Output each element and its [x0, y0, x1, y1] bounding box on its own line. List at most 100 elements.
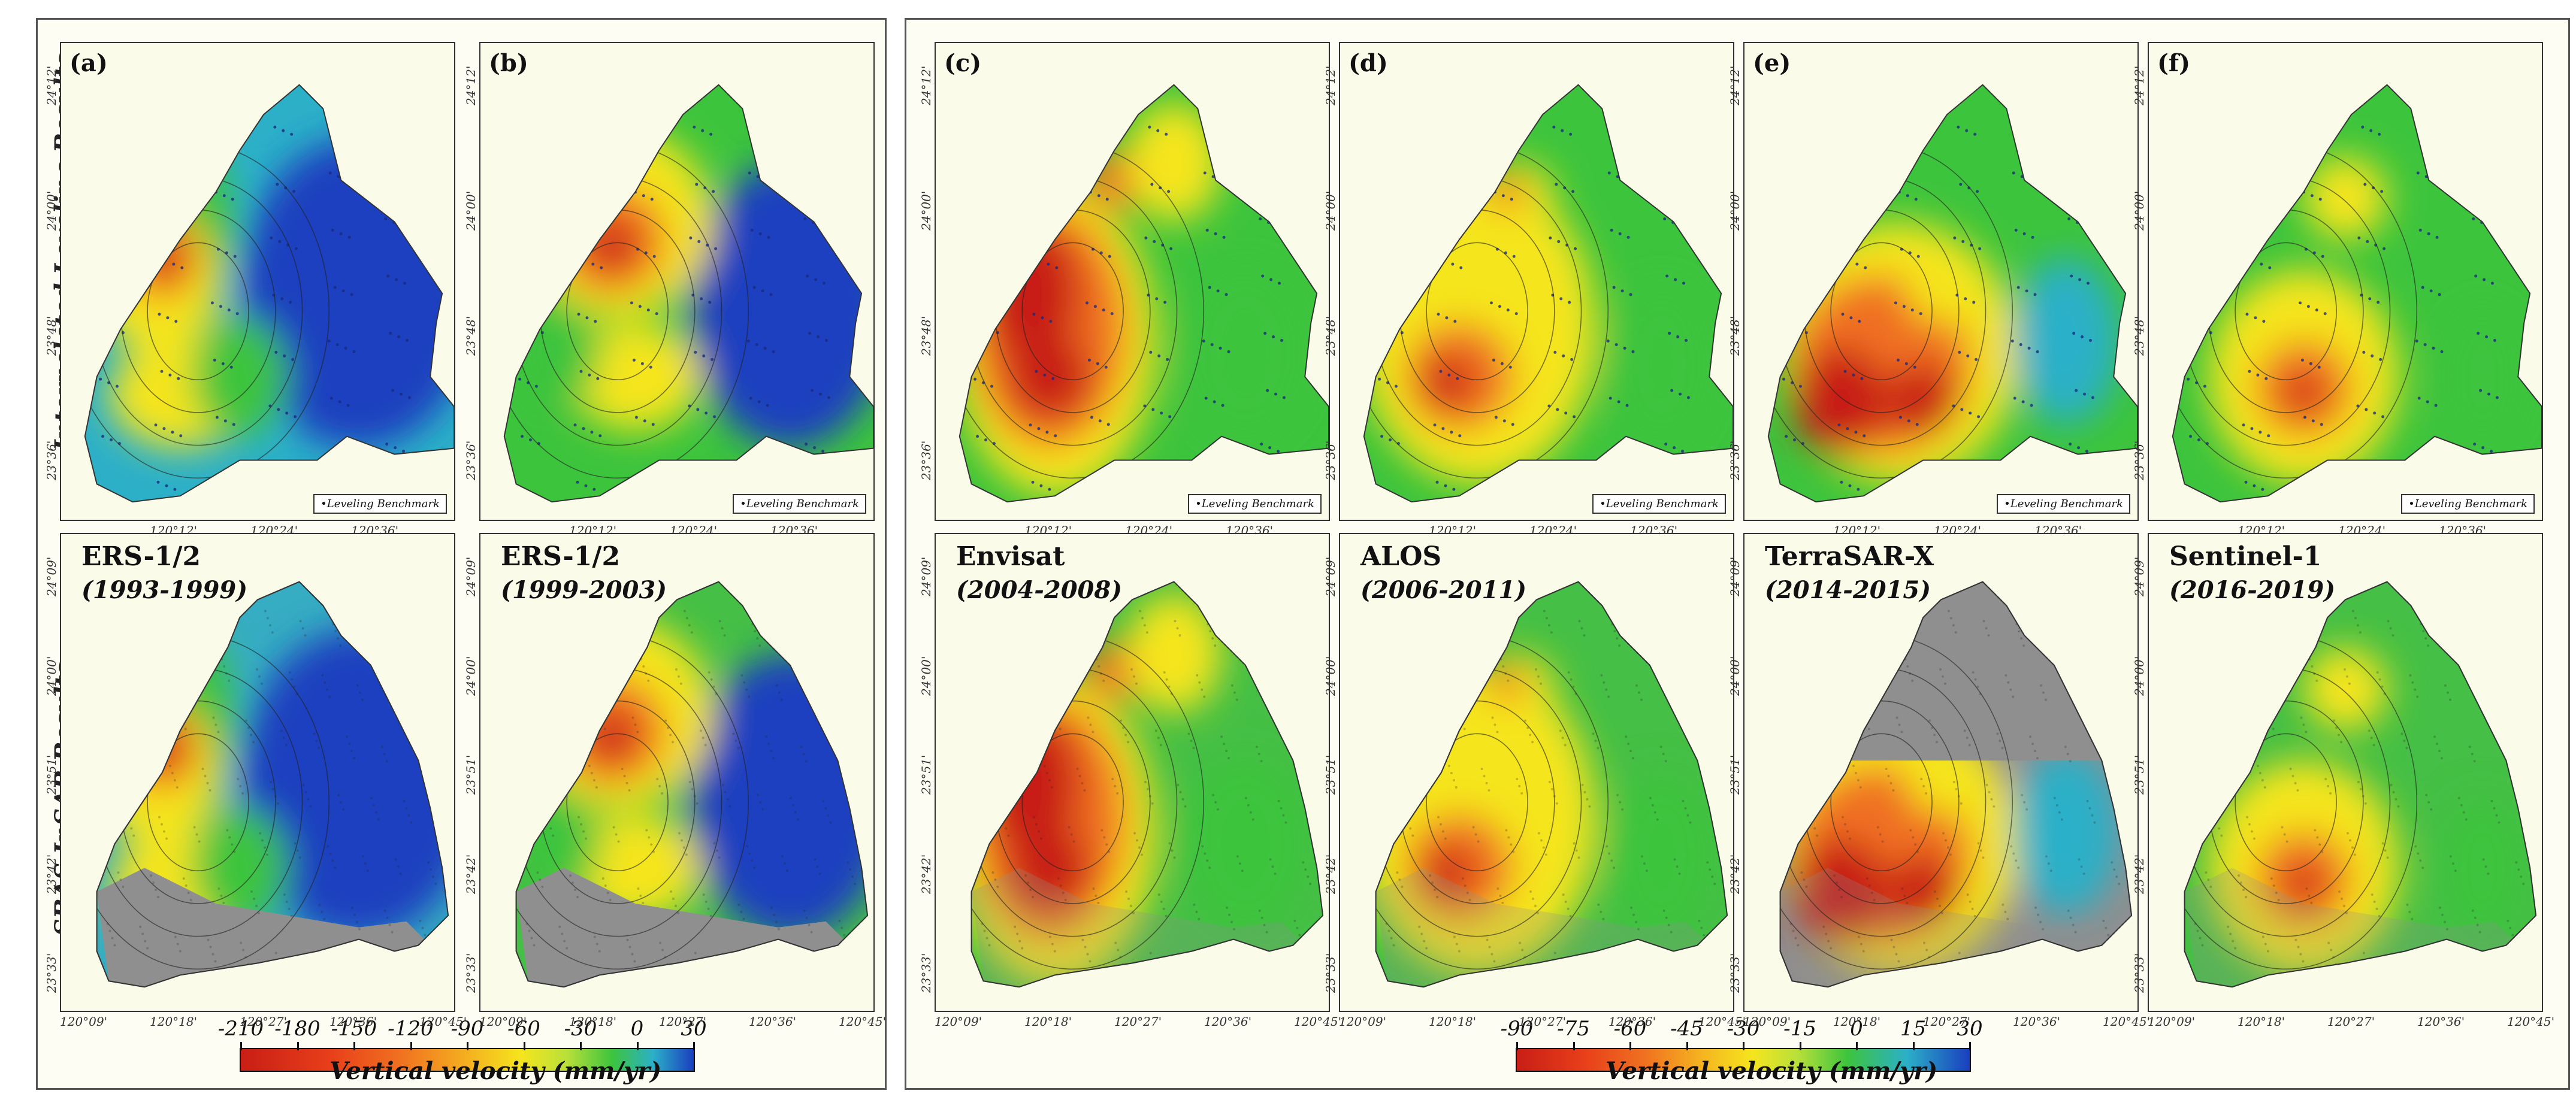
lon-tick-label: 120°18' — [569, 1014, 617, 1029]
colorbar-tick-mark — [1856, 1042, 1858, 1050]
coastline — [1375, 581, 1728, 988]
leveling-map-d: (d) •Leveling Benchmark — [1339, 42, 1734, 521]
lon-tick-label: 120°27' — [1114, 1014, 1162, 1029]
satellite-period: (1999-2003) — [501, 576, 667, 604]
colorbar-left-title: Vertical velocity (mm/yr) — [329, 1057, 662, 1085]
lon-tick-label: 120°27' — [240, 1014, 288, 1029]
colorbar-tick-mark — [467, 1042, 468, 1050]
satellite-period: (2016-2019) — [2169, 576, 2336, 604]
colorbar-left: -210 -180 -150 -120 -90 -60 -30 0 30 — [218, 1017, 707, 1072]
lon-tick-label: 120°09' — [2148, 1014, 2196, 1029]
colorbar-tick-mark — [410, 1042, 412, 1050]
lat-tick-label: 23°48' — [464, 316, 478, 356]
colorbar-tick-label: -120 — [388, 1017, 434, 1041]
leveling-velocity-map — [959, 84, 1329, 503]
velocity-zone — [192, 317, 288, 437]
lon-tick-label: 120°45' — [1294, 1014, 1342, 1029]
leveling-legend: •Leveling Benchmark — [1997, 494, 2130, 514]
lon-tick-label: 120°27' — [2327, 1014, 2375, 1029]
velocity-zone — [1489, 665, 1525, 701]
lat-tick-label: 24°00' — [1323, 190, 1338, 231]
leveling-legend: •Leveling Benchmark — [2401, 494, 2535, 514]
lat-tick-label: 24°00' — [919, 656, 933, 696]
colorbar-tick-mark — [523, 1042, 525, 1050]
lon-tick-label: 120°36' — [1204, 1014, 1252, 1029]
colorbar-tick-mark — [636, 1042, 639, 1050]
leveling-map-a: (a) •Leveling Benchmark — [60, 42, 455, 521]
velocity-zone — [1423, 850, 1471, 898]
lat-tick-label: 24°12' — [1323, 65, 1338, 105]
lon-tick-label: 120°45' — [419, 1014, 467, 1029]
lat-tick-label: 24°09' — [464, 556, 478, 596]
velocity-zone — [192, 808, 288, 928]
leveling-velocity-map — [84, 84, 454, 503]
insar-velocity-map — [515, 581, 869, 988]
lat-tick-label: 24°00' — [44, 190, 59, 231]
lon-tick-label: 120°09' — [60, 1014, 108, 1029]
insar-velocity-map — [1375, 581, 1728, 988]
lat-tick-label: 24°12' — [44, 65, 59, 105]
leveling-map-e: (e) •Leveling Benchmark — [1743, 42, 2139, 521]
panel-label: (f) — [2157, 49, 2191, 77]
coastline — [84, 84, 454, 503]
contour-line — [566, 733, 669, 871]
lat-tick-label: 23°51' — [1323, 754, 1338, 795]
contour-line — [2235, 242, 2337, 380]
lat-tick-label: 23°33' — [1728, 953, 1742, 993]
coastline — [959, 84, 1329, 503]
coastline — [970, 581, 1324, 988]
colorbar-tick-mark — [1629, 1042, 1631, 1050]
velocity-zone — [2285, 377, 2322, 413]
lat-tick-label: 24°00' — [464, 656, 478, 696]
contour-line — [147, 733, 249, 871]
lat-tick-label: 23°42' — [464, 854, 478, 894]
panel-label: (b) — [489, 49, 528, 77]
lat-tick-label: 23°33' — [44, 953, 59, 993]
lon-tick-label: 120°45' — [1698, 1014, 1746, 1029]
colorbar-tick-label: -45 — [1670, 1017, 1703, 1041]
colorbar-tick-mark — [1686, 1042, 1688, 1050]
contour-line — [1830, 242, 1933, 380]
lat-tick-label: 23°36' — [464, 440, 478, 481]
velocity-zone — [1887, 856, 1959, 928]
colorbar-tick-mark — [353, 1042, 355, 1050]
colorbar-tick-mark — [693, 1042, 695, 1050]
contour-line — [147, 242, 249, 380]
lat-tick-label: 23°42' — [1728, 854, 1742, 894]
insar-map-c: Envisat (2004-2008) — [935, 533, 1330, 1012]
lon-tick-label: 120°36' — [2013, 1014, 2061, 1029]
lat-tick-label: 23°36' — [1323, 440, 1338, 481]
colorbar-tick-label: 0 — [630, 1017, 644, 1041]
lon-tick-label: 120°09' — [1339, 1014, 1387, 1029]
lat-tick-label: 24°00' — [2132, 656, 2146, 696]
lat-tick-label: 23°51' — [1728, 754, 1742, 795]
leveling-legend: •Leveling Benchmark — [733, 494, 866, 514]
contour-line — [1426, 733, 1528, 871]
lat-tick-label: 24°12' — [2132, 65, 2146, 105]
lon-tick-label: 120°27' — [659, 1014, 707, 1029]
leveling-map-b: (b) •Leveling Benchmark — [479, 42, 875, 521]
lat-tick-label: 23°36' — [1728, 440, 1742, 481]
lat-tick-label: 23°36' — [44, 440, 59, 481]
colorbar-tick-label: -30 — [1727, 1017, 1760, 1041]
coastline — [515, 581, 869, 988]
insar-velocity-map — [96, 581, 449, 988]
lat-tick-label: 24°09' — [919, 556, 933, 596]
velocity-zone — [2303, 647, 2387, 731]
satellite-name: ALOS — [1360, 541, 1442, 572]
panel-label: (c) — [944, 49, 982, 77]
coastline — [1779, 581, 2133, 988]
lat-tick-label: 23°42' — [1323, 854, 1338, 894]
lat-tick-label: 23°33' — [2132, 953, 2146, 993]
lat-tick-label: 24°00' — [2132, 190, 2146, 231]
lat-tick-label: 24°00' — [1323, 656, 1338, 696]
colorbar-tick-label: -210 — [217, 1017, 264, 1041]
lat-tick-label: 24°09' — [44, 556, 59, 596]
velocity-zone — [150, 731, 186, 767]
leveling-velocity-map — [1767, 84, 2137, 503]
lon-tick-label: 120°36' — [2417, 1014, 2465, 1029]
leveling-legend: •Leveling Benchmark — [1188, 494, 1322, 514]
lon-tick-label: 120°18' — [1833, 1014, 1881, 1029]
satellite-period: (2014-2015) — [1765, 576, 1931, 604]
colorbar-tick-mark — [1912, 1042, 1915, 1050]
